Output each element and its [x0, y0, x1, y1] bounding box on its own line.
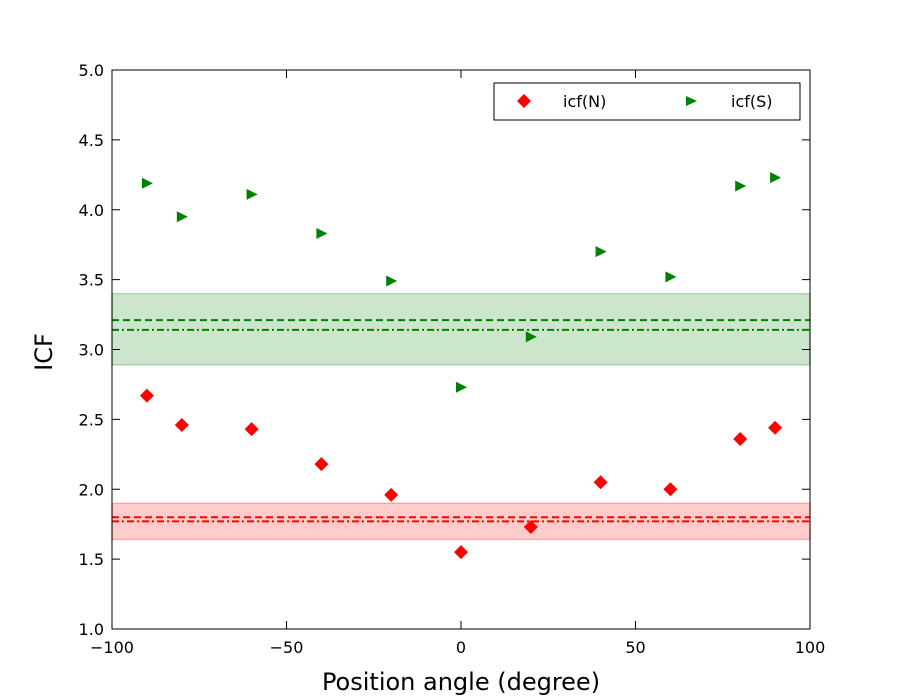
- point-icf-n-10: [768, 420, 783, 435]
- y-tick-label: 2.5: [79, 410, 104, 429]
- point-icf-s-10: [770, 172, 782, 184]
- legend-marker-icf-s: [686, 96, 697, 106]
- point-icf-s-1: [176, 211, 188, 223]
- y-tick-label: 1.5: [79, 550, 104, 569]
- legend: icf(N) icf(S): [493, 82, 801, 121]
- point-icf-n-7: [593, 475, 608, 490]
- point-icf-n-3: [314, 457, 329, 472]
- point-icf-s-9: [735, 180, 747, 192]
- y-tick-label: 4.5: [79, 131, 104, 150]
- point-icf-s-4: [386, 275, 398, 287]
- point-icf-n-8: [663, 482, 678, 497]
- point-icf-s-8: [665, 271, 677, 283]
- point-icf-n-9: [733, 431, 748, 446]
- y-tick-label: 1.0: [79, 620, 104, 639]
- point-icf-s-6: [525, 331, 537, 343]
- axis-ticks: −100 −50 0 50 100 1.0 1.5 2.0 2.5 3.0 3.5 4.0 4.5 5.0: [79, 61, 826, 657]
- y-tick-label: 5.0: [79, 61, 104, 80]
- point-icf-s-7: [595, 246, 607, 258]
- x-axis-title: Position angle (degree): [322, 668, 600, 696]
- point-icf-n-4: [384, 487, 399, 502]
- x-tick-label: −100: [90, 638, 134, 657]
- point-icf-n-1: [174, 417, 189, 432]
- y-tick-label: 2.0: [79, 480, 104, 499]
- point-icf-s-2: [246, 188, 258, 200]
- legend-box: [493, 82, 801, 121]
- x-tick-label: 0: [456, 638, 466, 657]
- point-icf-s-0: [141, 177, 153, 189]
- x-tick-label: 100: [795, 638, 826, 657]
- point-icf-n-5: [454, 545, 468, 560]
- point-icf-n-2: [244, 422, 259, 437]
- point-icf-s-3: [316, 228, 328, 240]
- x-tick-label: −50: [270, 638, 304, 657]
- x-tick-label: 50: [625, 638, 645, 657]
- y-tick-label: 3.5: [79, 271, 104, 290]
- point-icf-n-0: [139, 388, 154, 403]
- legend-marker-icf-n: [517, 94, 531, 108]
- point-icf-s-5: [456, 381, 467, 393]
- y-axis-title: ICF: [30, 333, 58, 371]
- legend-label-icf-s: icf(S): [731, 92, 773, 111]
- legend-label-icf-n: icf(N): [563, 92, 606, 111]
- point-icf-n-6: [523, 519, 538, 534]
- y-tick-label: 3.0: [79, 341, 104, 360]
- reference-bands: [111, 292, 811, 541]
- y-tick-label: 4.0: [79, 201, 104, 220]
- data-points: [139, 172, 783, 560]
